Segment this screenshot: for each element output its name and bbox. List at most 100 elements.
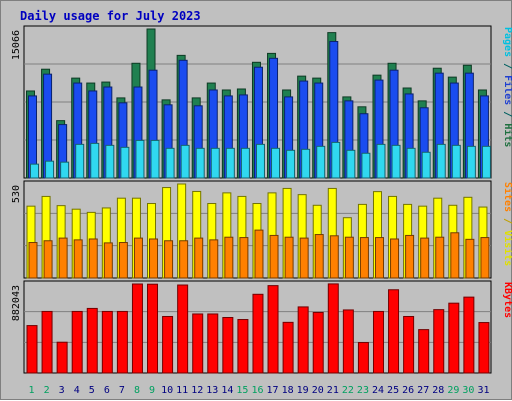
day-label-26: 26 bbox=[402, 385, 414, 396]
legend-entry: Pages bbox=[502, 27, 512, 57]
chart-panels: 15066 Pages / Files / Hits 530 Sites / Visi… bbox=[11, 25, 512, 374]
bar-sites-day-4 bbox=[73, 239, 83, 279]
bar-kbytes-day-18 bbox=[282, 321, 294, 374]
bar-kbytes-day-3 bbox=[56, 341, 68, 374]
bar-pages-day-28 bbox=[436, 143, 446, 179]
bar-sites-day-27 bbox=[420, 237, 430, 279]
bar-pages-day-10 bbox=[165, 147, 175, 179]
legend-entry: KBytes bbox=[502, 282, 512, 318]
bar-pages-day-20 bbox=[316, 145, 326, 179]
bar-kbytes-day-19 bbox=[297, 306, 309, 374]
bar-kbytes-day-8 bbox=[131, 283, 143, 374]
bar-kbytes-day-12 bbox=[192, 313, 204, 374]
bar-sites-day-24 bbox=[374, 237, 384, 279]
day-label-2: 2 bbox=[44, 385, 50, 396]
day-label-3: 3 bbox=[59, 385, 65, 396]
day-label-22: 22 bbox=[342, 385, 354, 396]
bar-kbytes-day-2 bbox=[41, 310, 53, 374]
bar-sites-day-16 bbox=[254, 229, 264, 279]
bar-sites-day-22 bbox=[344, 236, 354, 279]
bar-pages-day-30 bbox=[466, 145, 476, 179]
axis-max-label: 530 bbox=[11, 185, 22, 203]
day-label-1: 1 bbox=[29, 385, 35, 396]
bar-kbytes-day-26 bbox=[403, 315, 415, 374]
day-labels: 1 2 3 4 5 6 7 8 9 10 11 12 13 14 15 16 17 18 19 20 21 22 23 24 2… bbox=[29, 385, 490, 396]
bar-sites-day-29 bbox=[450, 232, 460, 279]
bar-pages-day-9 bbox=[150, 139, 160, 179]
bar-pages-day-14 bbox=[225, 147, 235, 179]
day-label-4: 4 bbox=[74, 385, 80, 396]
legend-entry: Sites bbox=[502, 182, 512, 212]
panel-visits-sites: 530 Sites / Visits bbox=[11, 180, 512, 279]
day-label-19: 19 bbox=[297, 385, 309, 396]
day-label-24: 24 bbox=[372, 385, 384, 396]
day-label-14: 14 bbox=[221, 385, 233, 396]
bar-pages-day-31 bbox=[481, 145, 491, 179]
bar-kbytes-day-5 bbox=[86, 307, 98, 374]
day-label-7: 7 bbox=[119, 385, 125, 396]
bar-kbytes-day-27 bbox=[418, 329, 430, 374]
day-label-13: 13 bbox=[206, 385, 218, 396]
bar-pages-day-2 bbox=[45, 160, 55, 179]
bar-pages-day-6 bbox=[105, 144, 115, 179]
bar-kbytes-day-21 bbox=[327, 283, 339, 374]
bar-pages-day-19 bbox=[301, 148, 311, 179]
bar-sites-day-5 bbox=[88, 238, 98, 279]
day-label-31: 31 bbox=[477, 385, 489, 396]
day-label-30: 30 bbox=[462, 385, 474, 396]
bar-sites-day-3 bbox=[58, 237, 68, 279]
legend-entry: / bbox=[502, 57, 512, 75]
bar-pages-day-29 bbox=[451, 144, 461, 179]
day-label-9: 9 bbox=[149, 385, 155, 396]
bar-sites-day-6 bbox=[103, 242, 113, 279]
bar-sites-day-15 bbox=[239, 237, 249, 279]
bar-sites-day-17 bbox=[269, 234, 279, 279]
day-label-6: 6 bbox=[104, 385, 110, 396]
bar-pages-day-1 bbox=[30, 163, 39, 179]
bar-sites-day-31 bbox=[480, 237, 490, 279]
bar-sites-day-13 bbox=[209, 239, 219, 279]
legend-entry: Files bbox=[502, 75, 512, 105]
bar-pages-day-7 bbox=[120, 146, 130, 179]
bar-pages-day-15 bbox=[240, 147, 250, 179]
bar-pages-day-25 bbox=[391, 144, 401, 179]
bar-kbytes-day-23 bbox=[357, 342, 369, 374]
bar-kbytes-day-7 bbox=[116, 310, 128, 374]
bar-sites-day-28 bbox=[435, 236, 445, 279]
bar-sites-day-20 bbox=[314, 234, 324, 279]
day-label-5: 5 bbox=[89, 385, 95, 396]
bar-pages-day-13 bbox=[210, 147, 220, 179]
bar-kbytes-day-20 bbox=[312, 311, 324, 374]
day-label-27: 27 bbox=[417, 385, 429, 396]
legend-visits-sites: Sites / Visits bbox=[502, 182, 512, 266]
bar-sites-day-19 bbox=[299, 237, 309, 279]
panel-kbytes: 882043 KBytes bbox=[11, 280, 512, 374]
bar-pages-day-16 bbox=[255, 143, 265, 179]
bar-pages-day-22 bbox=[346, 149, 356, 179]
bar-kbytes-day-31 bbox=[478, 322, 490, 374]
bar-pages-day-21 bbox=[331, 141, 341, 179]
day-label-10: 10 bbox=[161, 385, 173, 396]
legend-hits-files-pages: Pages / Files / Hits bbox=[502, 27, 512, 147]
day-label-16: 16 bbox=[251, 385, 263, 396]
legend-entry: Hits bbox=[502, 123, 512, 147]
bar-kbytes-day-30 bbox=[463, 296, 475, 374]
bar-sites-day-12 bbox=[194, 237, 204, 279]
bar-kbytes-day-10 bbox=[162, 315, 174, 374]
bar-pages-day-4 bbox=[75, 143, 85, 179]
bar-kbytes-day-22 bbox=[342, 309, 354, 374]
bar-pages-day-3 bbox=[60, 161, 70, 179]
day-label-18: 18 bbox=[282, 385, 294, 396]
bar-kbytes-day-24 bbox=[372, 310, 384, 374]
bar-pages-day-17 bbox=[271, 147, 281, 179]
bar-sites-day-2 bbox=[43, 240, 53, 279]
bar-kbytes-day-28 bbox=[433, 309, 445, 374]
day-label-15: 15 bbox=[236, 385, 248, 396]
bar-pages-day-11 bbox=[180, 144, 190, 179]
bar-sites-day-9 bbox=[149, 238, 159, 279]
bar-sites-day-7 bbox=[118, 242, 128, 279]
chart-title: Daily usage for July 2023 bbox=[20, 9, 201, 23]
bar-sites-day-11 bbox=[179, 240, 189, 279]
bar-kbytes-day-25 bbox=[388, 289, 400, 374]
